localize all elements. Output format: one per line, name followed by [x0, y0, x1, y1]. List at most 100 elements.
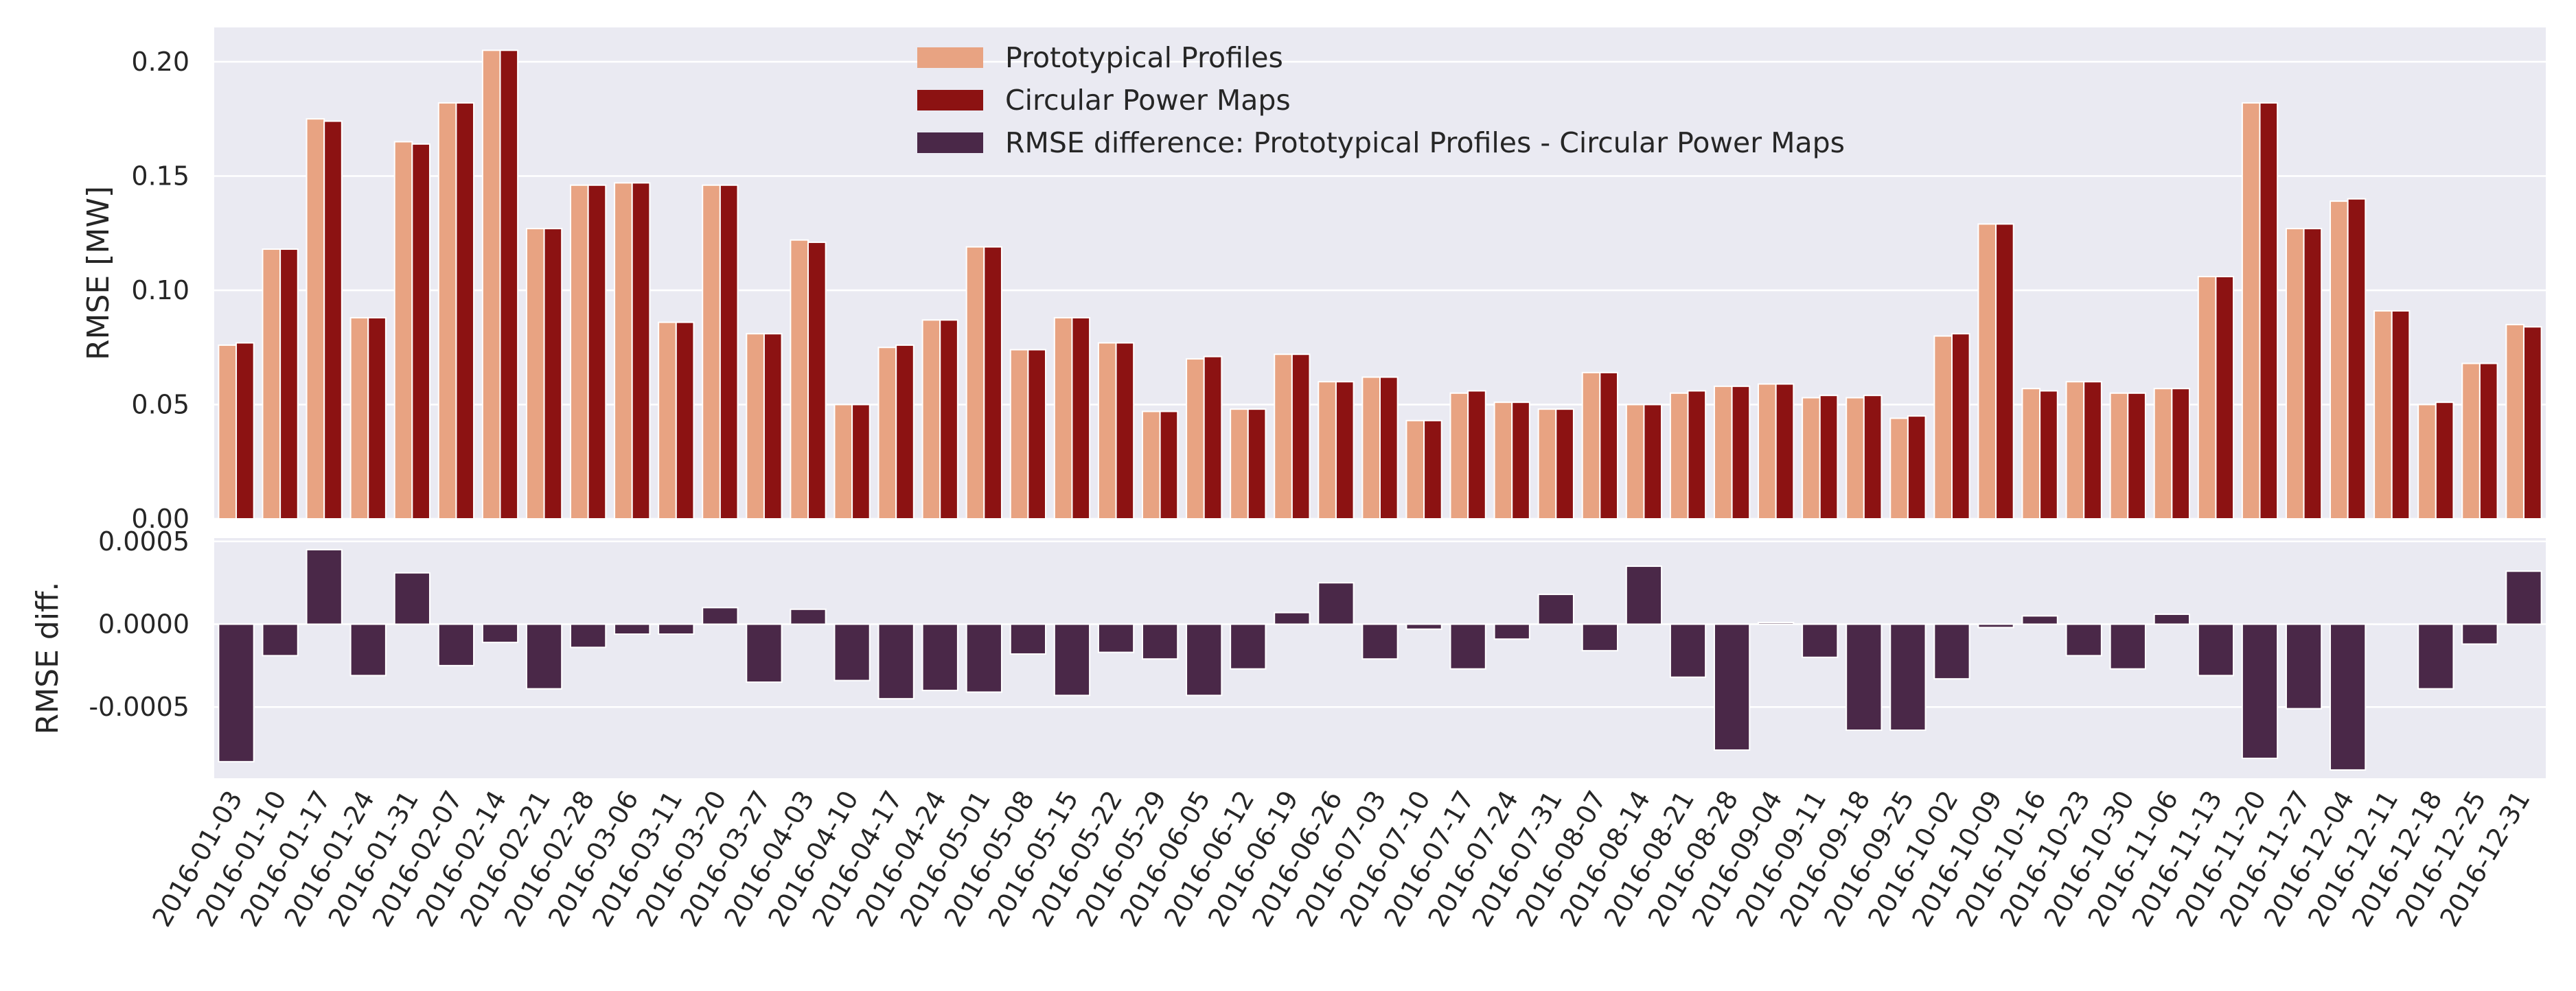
bar-rmse-difference — [1141, 623, 1179, 660]
bar-circular-power-maps — [1775, 383, 1795, 520]
bar-prototypical-profiles — [1230, 408, 1249, 520]
bar-rmse-difference — [1625, 566, 1663, 625]
bar-prototypical-profiles — [614, 182, 633, 520]
legend-swatch-circular-power-maps — [917, 90, 983, 110]
bar-prototypical-profiles — [2285, 228, 2305, 520]
bar-rmse-difference — [1361, 623, 1399, 660]
bottom-y-tick-label: 0.0005 — [98, 526, 189, 557]
bar-circular-power-maps — [1687, 390, 1707, 520]
bar-prototypical-profiles — [1053, 316, 1073, 520]
bar-rmse-difference — [614, 623, 651, 635]
bar-circular-power-maps — [1071, 316, 1091, 520]
bar-rmse-difference — [393, 572, 430, 625]
bar-prototypical-profiles — [218, 344, 238, 520]
bar-circular-power-maps — [587, 184, 607, 520]
bar-rmse-difference — [349, 623, 387, 677]
bar-rmse-difference — [2197, 623, 2235, 677]
bar-circular-power-maps — [763, 333, 783, 520]
bar-prototypical-profiles — [262, 248, 281, 520]
bar-rmse-difference — [1097, 623, 1135, 653]
bar-prototypical-profiles — [1845, 397, 1865, 520]
top-bars — [218, 49, 2542, 520]
bar-rmse-difference — [2021, 615, 2058, 625]
legend-swatch-prototypical-profiles — [917, 47, 983, 68]
top-y-tick-label: 0.20 — [131, 47, 189, 77]
bar-rmse-difference — [570, 623, 607, 649]
bar-prototypical-profiles — [2330, 200, 2349, 520]
bar-rmse-difference — [702, 607, 739, 625]
top-y-axis-label: RMSE [MW] — [81, 186, 116, 360]
bottom-y-axis-label: RMSE diff. — [30, 582, 65, 735]
bar-circular-power-maps — [1555, 408, 1574, 520]
bar-circular-power-maps — [2391, 310, 2411, 520]
bottom-bars — [218, 548, 2542, 771]
bar-rmse-difference — [1889, 623, 1927, 731]
top-y-tick-label: 0.05 — [131, 389, 189, 419]
bar-prototypical-profiles — [1493, 401, 1513, 520]
bar-prototypical-profiles — [1009, 349, 1029, 520]
bar-rmse-difference — [790, 608, 827, 625]
bar-circular-power-maps — [1907, 415, 1927, 520]
bar-rmse-difference — [2109, 623, 2146, 670]
bar-prototypical-profiles — [1097, 342, 1117, 520]
bar-circular-power-maps — [631, 182, 651, 520]
bar-circular-power-maps — [1467, 390, 1486, 520]
bar-circular-power-maps — [499, 49, 519, 520]
bar-rmse-difference — [1274, 611, 1311, 625]
bar-circular-power-maps — [367, 316, 387, 520]
bar-circular-power-maps — [1423, 419, 1442, 520]
bar-prototypical-profiles — [2021, 388, 2041, 520]
bar-prototypical-profiles — [877, 347, 897, 520]
bar-prototypical-profiles — [1625, 404, 1645, 520]
bar-prototypical-profiles — [525, 228, 545, 520]
bar-rmse-difference — [2285, 623, 2323, 710]
bar-circular-power-maps — [1247, 408, 1267, 520]
bar-circular-power-maps — [323, 120, 343, 520]
bar-circular-power-maps — [1643, 404, 1663, 520]
bar-prototypical-profiles — [481, 49, 501, 520]
bar-circular-power-maps — [1115, 342, 1135, 520]
bar-prototypical-profiles — [570, 184, 589, 520]
bar-rmse-difference — [833, 623, 871, 681]
bar-circular-power-maps — [1731, 385, 1751, 520]
bar-rmse-difference — [2065, 623, 2102, 657]
bar-rmse-difference — [1802, 623, 1839, 658]
bar-rmse-difference — [2505, 570, 2542, 625]
bar-rmse-difference — [1845, 623, 1883, 731]
bar-prototypical-profiles — [746, 333, 765, 520]
bar-circular-power-maps — [1335, 381, 1355, 520]
bar-rmse-difference — [1669, 623, 1707, 678]
bar-prototypical-profiles — [1537, 408, 1557, 520]
bar-rmse-difference — [1581, 623, 1619, 652]
bar-circular-power-maps — [543, 228, 563, 520]
bar-circular-power-maps — [279, 248, 299, 520]
bar-circular-power-maps — [411, 143, 430, 520]
bar-circular-power-maps — [235, 342, 255, 520]
legend: Prototypical Profiles Circular Power Map… — [917, 41, 1845, 159]
bar-prototypical-profiles — [1361, 376, 1381, 520]
bar-prototypical-profiles — [1405, 419, 1425, 520]
bar-prototypical-profiles — [1318, 381, 1337, 520]
bar-rmse-difference — [1053, 623, 1091, 697]
bar-prototypical-profiles — [393, 141, 413, 520]
bar-prototypical-profiles — [702, 184, 721, 520]
bar-prototypical-profiles — [1713, 385, 1733, 520]
bottom-panel: 0.0005 0.0000 -0.0005 RMSE diff. — [30, 526, 2546, 778]
bar-circular-power-maps — [2215, 275, 2235, 520]
bar-rmse-difference — [525, 623, 563, 690]
bar-rmse-difference — [921, 623, 958, 692]
bar-prototypical-profiles — [2197, 275, 2217, 520]
bar-circular-power-maps — [1951, 333, 1970, 520]
bar-prototypical-profiles — [1977, 223, 1997, 520]
bar-rmse-difference — [658, 623, 695, 635]
bar-prototypical-profiles — [2505, 323, 2525, 520]
bar-circular-power-maps — [939, 319, 958, 520]
bar-rmse-difference — [218, 623, 255, 762]
bar-circular-power-maps — [2259, 102, 2279, 520]
bar-rmse-difference — [1449, 623, 1486, 670]
bar-prototypical-profiles — [658, 321, 677, 520]
bar-prototypical-profiles — [1758, 383, 1777, 520]
bar-prototypical-profiles — [2461, 362, 2481, 520]
bar-prototypical-profiles — [2241, 102, 2261, 520]
